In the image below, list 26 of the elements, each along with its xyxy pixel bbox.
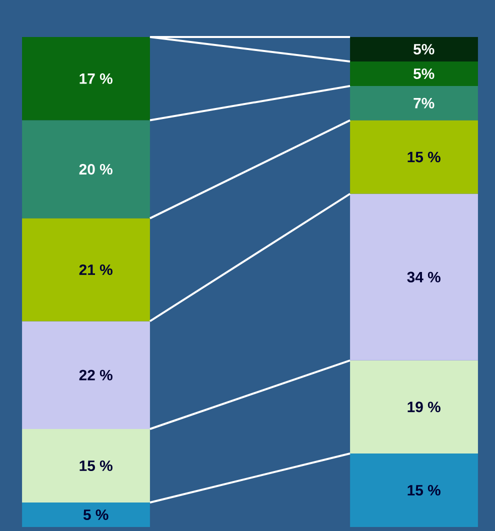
- bar: [350, 454, 478, 527]
- data-label: 20 %: [79, 164, 112, 175]
- data-label: 15 %: [408, 152, 440, 162]
- data-label: 21 %: [79, 264, 112, 276]
- bar: [350, 360, 478, 454]
- bar: [22, 36, 150, 120]
- data-label: 15 %: [408, 484, 440, 496]
- bar: [350, 194, 478, 360]
- data-label: 5%: [414, 44, 434, 55]
- data-label: 17 %: [80, 73, 112, 84]
- bar: [350, 36, 478, 62]
- bar: [22, 502, 150, 527]
- data-label: 19 %: [408, 402, 440, 412]
- data-label: 15 %: [80, 460, 112, 472]
- data-label: 7%: [414, 98, 434, 108]
- data-label: 34 %: [407, 272, 440, 282]
- bar: [22, 120, 150, 218]
- bar: [22, 429, 150, 502]
- bar: [350, 120, 478, 194]
- bar: [22, 321, 150, 429]
- data-label: 5 %: [83, 509, 108, 520]
- bar: [350, 61, 478, 86]
- data-label: 22 %: [79, 370, 112, 380]
- data-label: 5%: [414, 68, 434, 80]
- bar: [22, 218, 150, 322]
- bar: [350, 86, 478, 120]
